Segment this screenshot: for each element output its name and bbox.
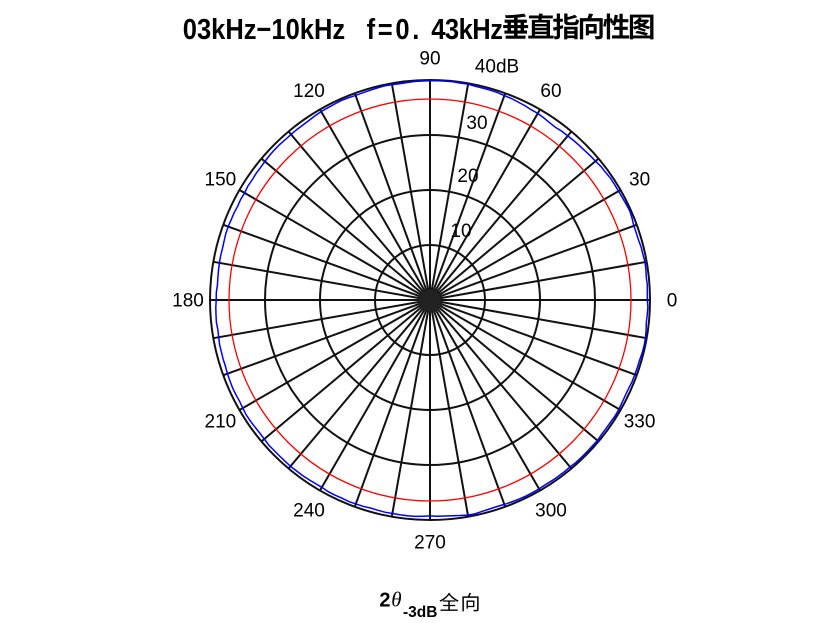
svg-text:θ: θ	[391, 588, 401, 612]
svg-text:10: 10	[450, 221, 471, 242]
svg-text:43kHz: 43kHz	[431, 13, 503, 46]
svg-text:60: 60	[540, 81, 561, 102]
svg-text:20: 20	[457, 166, 478, 187]
svg-text:30: 30	[629, 170, 650, 191]
svg-text:150: 150	[205, 170, 237, 191]
svg-text:40dB: 40dB	[475, 57, 519, 78]
svg-text:210: 210	[205, 412, 237, 433]
svg-text:240: 240	[293, 500, 325, 521]
svg-text:03kHz−10kHz: 03kHz−10kHz	[183, 13, 345, 46]
svg-text:90: 90	[419, 49, 440, 70]
svg-text:270: 270	[414, 533, 446, 554]
svg-text:2: 2	[379, 590, 390, 612]
svg-text:-3dB: -3dB	[403, 604, 437, 621]
svg-text:0: 0	[667, 291, 678, 312]
svg-text:300: 300	[535, 500, 567, 521]
svg-text:180: 180	[172, 291, 204, 312]
svg-text:120: 120	[293, 81, 325, 102]
svg-text:330: 330	[624, 412, 656, 433]
svg-text:f=0.: f=0.	[367, 13, 420, 46]
svg-text:30: 30	[466, 113, 487, 134]
